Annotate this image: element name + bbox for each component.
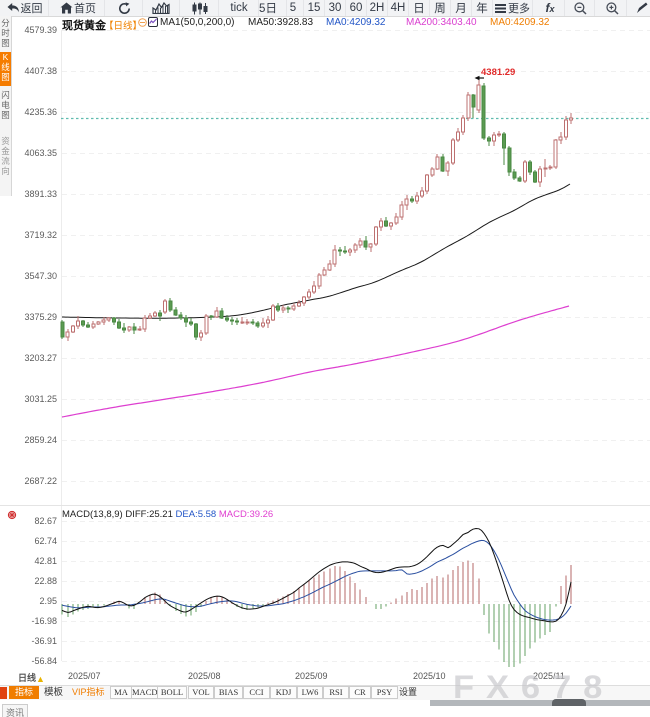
svg-text:MACD(13,8,9) DIFF:25.21 DEA:5.: MACD(13,8,9) DIFF:25.21 DEA:5.58 MACD:39… [62, 509, 273, 520]
svg-text:2.95: 2.95 [39, 596, 57, 606]
svg-text:2859.24: 2859.24 [24, 435, 57, 445]
svg-text:3891.33: 3891.33 [24, 189, 57, 199]
svg-text:-16.98: -16.98 [31, 616, 57, 626]
svg-text:4579.39: 4579.39 [24, 25, 57, 35]
svg-text:4063.35: 4063.35 [24, 148, 57, 158]
svg-text:82.67: 82.67 [34, 516, 57, 526]
svg-text:3203.27: 3203.27 [24, 353, 57, 363]
svg-text:4235.36: 4235.36 [24, 107, 57, 117]
svg-text:-36.91: -36.91 [31, 636, 57, 646]
svg-text:3547.30: 3547.30 [24, 271, 57, 281]
svg-text:3031.25: 3031.25 [24, 394, 57, 404]
svg-text:22.88: 22.88 [34, 576, 57, 586]
svg-text:42.81: 42.81 [34, 556, 57, 566]
svg-text:2687.22: 2687.22 [24, 476, 57, 486]
svg-text:4381.29: 4381.29 [481, 67, 515, 78]
svg-text:62.74: 62.74 [34, 536, 57, 546]
svg-text:3719.32: 3719.32 [24, 230, 57, 240]
svg-text:-56.84: -56.84 [31, 656, 57, 666]
svg-text:4407.38: 4407.38 [24, 66, 57, 76]
svg-text:3375.29: 3375.29 [24, 312, 57, 322]
